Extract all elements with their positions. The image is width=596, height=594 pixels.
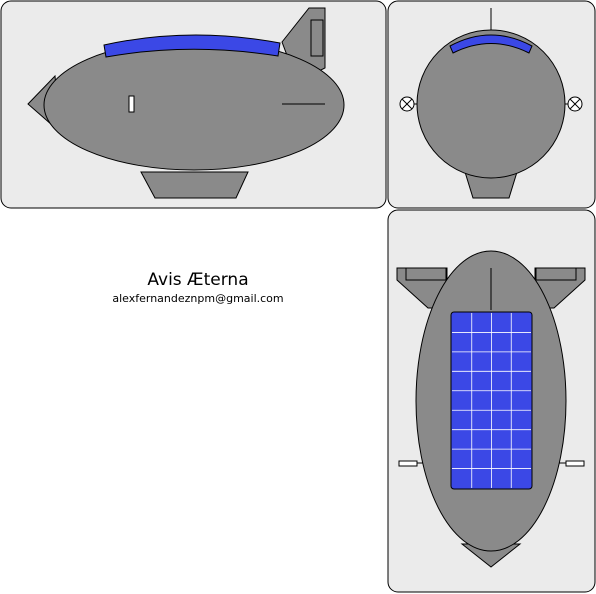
left-propeller-icon xyxy=(399,96,415,112)
top-view-panel xyxy=(387,209,596,593)
solar-panel-grid xyxy=(452,313,531,488)
rudder xyxy=(310,19,324,57)
side-solar-strip xyxy=(103,34,281,58)
side-view-panel xyxy=(0,0,387,209)
front-hull xyxy=(416,29,566,179)
author-email: alexfernandeznpm@gmail.com xyxy=(112,292,284,305)
title-block: Avis Æterna alexfernandeznpm@gmail.com xyxy=(98,268,298,306)
right-elevator xyxy=(535,267,577,281)
right-prop-arm-top xyxy=(565,460,585,467)
side-window xyxy=(128,95,135,113)
left-prop-arm-top xyxy=(398,460,418,467)
side-hull xyxy=(43,39,345,171)
right-propeller-icon xyxy=(567,96,583,112)
page-title: Avis Æterna xyxy=(147,270,249,290)
front-solar-strip xyxy=(449,34,533,54)
gondola xyxy=(140,171,249,199)
left-elevator xyxy=(405,267,447,281)
front-view-panel xyxy=(387,0,596,209)
